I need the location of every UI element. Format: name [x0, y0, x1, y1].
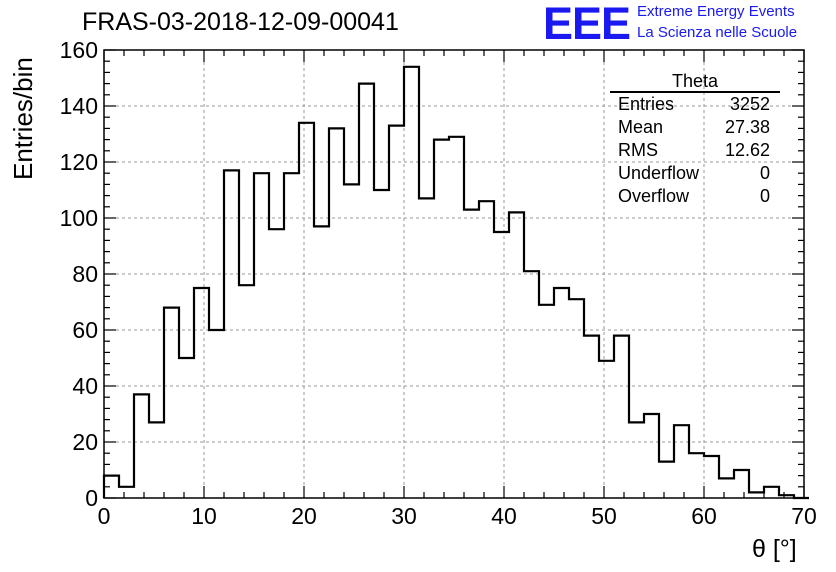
histogram-bars: [102, 65, 809, 500]
stats-value: 3252: [729, 94, 770, 114]
logo-line-2: La Scienza nelle Scuole: [637, 24, 798, 41]
histogram-bin: [254, 173, 269, 498]
histogram-bin: [149, 422, 164, 498]
histogram-bin: [494, 232, 509, 498]
histogram-bin: [644, 414, 659, 498]
histogram-bin: [404, 67, 419, 498]
histogram-bin: [734, 470, 749, 498]
histogram-bin: [689, 453, 704, 498]
histogram-bin: [509, 212, 524, 498]
x-tick-label: 50: [591, 503, 617, 529]
histogram-bin: [314, 226, 329, 498]
histogram-bin: [389, 126, 404, 498]
grid-lines: [104, 50, 804, 498]
histogram-bin: [524, 271, 539, 498]
y-tick-label: 100: [60, 205, 98, 231]
axes: [103, 49, 805, 499]
histogram-bin: [239, 285, 254, 498]
x-tick-label: 0: [98, 503, 111, 529]
histogram-bin: [449, 137, 464, 498]
histogram-bin: [764, 487, 779, 498]
x-tick-label: 70: [791, 503, 817, 529]
chart-title: FRAS-03-2018-12-09-00041: [82, 8, 399, 36]
y-tick-label: 20: [72, 429, 98, 455]
histogram-bin: [569, 299, 584, 498]
histogram-bin: [209, 330, 224, 498]
stats-row-mean: Mean 27.38: [610, 116, 780, 139]
histogram-bin: [344, 184, 359, 498]
histogram-bin: [614, 336, 629, 498]
histogram-bin: [599, 361, 614, 498]
histogram-bin: [434, 140, 449, 498]
stats-row-underflow: Underflow 0: [610, 162, 780, 185]
histogram-bin: [299, 123, 314, 498]
y-tick-label: 160: [60, 37, 98, 63]
stats-title: Theta: [610, 70, 780, 93]
histogram-bin: [464, 210, 479, 498]
histogram-bin: [539, 305, 554, 498]
histogram-bin: [659, 462, 674, 498]
histogram-bin: [179, 358, 194, 498]
x-tick-label: 10: [191, 503, 217, 529]
stats-value: 12.62: [724, 140, 770, 160]
y-tick-label: 0: [85, 485, 98, 511]
stats-label: Mean: [618, 117, 664, 137]
stats-value: 0: [759, 163, 770, 183]
histogram-bin: [269, 229, 284, 498]
histogram-bin: [584, 336, 599, 498]
histogram-bin: [224, 170, 239, 498]
tick-labels: 0 10 20 30 40 50 60 70 0 20 40 60 80 100 120 140 160: [60, 37, 817, 529]
histogram-bin: [374, 190, 389, 498]
histogram-bin: [329, 128, 344, 498]
stats-label: Entries: [618, 94, 675, 114]
logo-line-1: Extreme Energy Events: [637, 3, 795, 20]
stats-row-entries: Entries 3252: [610, 93, 780, 116]
histogram-bin: [119, 487, 134, 498]
histogram-bin: [284, 173, 299, 498]
histogram-bin: [674, 425, 689, 498]
stats-value: 27.38: [724, 117, 770, 137]
histogram-bin: [479, 201, 494, 498]
stats-row-overflow: Overflow 0: [610, 185, 780, 208]
stats-row-rms: RMS 12.62: [610, 139, 780, 162]
stats-label: RMS: [618, 140, 658, 160]
stats-label: Overflow: [618, 186, 690, 206]
x-axis-label: θ [°]: [752, 535, 797, 563]
stats-value: 0: [759, 186, 770, 206]
eee-logo: EEE: [543, 0, 631, 49]
y-tick-label: 120: [60, 149, 98, 175]
histogram-bin: [704, 456, 719, 498]
stats-label: Underflow: [618, 163, 700, 183]
y-tick-label: 60: [72, 317, 98, 343]
x-tick-label: 40: [491, 503, 517, 529]
y-axis-label: Entries/bin: [8, 57, 38, 180]
histogram-bin: [419, 198, 434, 498]
histogram-bin: [194, 288, 209, 498]
x-tick-label: 20: [291, 503, 317, 529]
histogram-outline: [102, 65, 809, 500]
histogram-bin: [104, 476, 119, 498]
histogram-bin: [554, 288, 569, 498]
histogram-bin: [164, 308, 179, 498]
y-tick-label: 80: [72, 261, 98, 287]
histogram-bin: [134, 394, 149, 498]
histogram-bin: [359, 84, 374, 498]
y-tick-label: 40: [72, 373, 98, 399]
histogram-bin: [719, 478, 734, 498]
x-tick-label: 60: [691, 503, 717, 529]
histogram-bin: [629, 422, 644, 498]
y-tick-label: 140: [60, 93, 98, 119]
stats-box: Theta Entries 3252 Mean 27.38 RMS 12.62 Und…: [610, 70, 780, 208]
x-tick-label: 30: [391, 503, 417, 529]
